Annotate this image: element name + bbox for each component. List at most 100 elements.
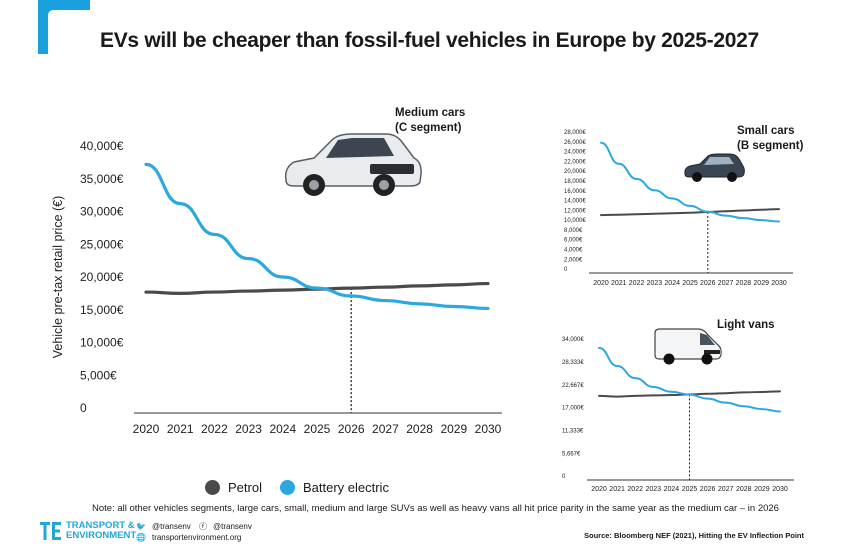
bev-series-line: [144, 162, 490, 311]
medium-cars-label: Medium cars (C segment): [395, 106, 465, 136]
x-tick-label: 2030: [475, 422, 502, 436]
y-axis-title: Vehicle pre-tax retail price (€): [51, 196, 65, 359]
car-icon: [684, 153, 745, 182]
x-tick-label: 2027: [372, 422, 399, 436]
medium-cars-label-line1: Medium cars: [395, 107, 466, 119]
x-tick-label: 2029: [754, 486, 770, 493]
car-icon: [284, 133, 422, 196]
brand-accent-shape: [38, 0, 90, 54]
x-tick-label: 2030: [771, 280, 787, 287]
footnote: Note: all other vehicles segments, large…: [92, 503, 779, 514]
x-tick-label: 2026: [700, 486, 716, 493]
x-tick-label: 2027: [718, 280, 734, 287]
y-tick-label: 5,667€: [562, 451, 581, 457]
small-cars-label: Small cars (B segment): [737, 124, 803, 154]
bev-series-line: [600, 141, 780, 223]
x-tick-label: 2025: [682, 280, 698, 287]
y-tick-label: 25,000€: [80, 237, 124, 251]
x-tick-label: 2024: [664, 280, 680, 287]
website-link[interactable]: transportenvironment.org: [151, 533, 242, 542]
x-tick-label: 2028: [406, 422, 433, 436]
x-tick-label: 2027: [718, 486, 734, 493]
x-tick-label: 2020: [591, 486, 607, 493]
x-tick-label: 2023: [647, 280, 663, 287]
source-credit: Source: Bloomberg NEF (2021), Hitting th…: [584, 531, 805, 540]
x-tick-label: 2024: [664, 486, 680, 493]
y-tick-label: 22,667€: [562, 383, 584, 389]
brand-logo: TRANSPORT & ENVIRONMENT: [40, 521, 136, 541]
x-tick-label: 2023: [646, 486, 662, 493]
y-tick-label: 17,000€: [562, 406, 584, 412]
x-tick-label: 2021: [609, 486, 625, 493]
y-tick-label: 18,000€: [564, 179, 586, 185]
x-tick-label: 2028: [736, 280, 752, 287]
x-tick-label: 2026: [700, 280, 716, 287]
x-tick-label: 2022: [627, 486, 643, 493]
x-tick-label: 2025: [304, 422, 331, 436]
y-tick-label: 16,000€: [564, 189, 586, 195]
x-tick-label: 2022: [201, 422, 228, 436]
legend-petrol-label: Petrol: [228, 480, 262, 495]
x-tick-label: 2025: [682, 486, 698, 493]
x-tick-label: 2021: [167, 422, 194, 436]
x-tick-label: 2020: [133, 422, 160, 436]
y-tick-label: 20,000€: [564, 169, 586, 175]
y-tick-label: 0: [80, 401, 87, 415]
legend-petrol-swatch: [205, 480, 220, 495]
y-tick-label: 0: [562, 474, 566, 480]
facebook-handle[interactable]: @transenv: [213, 522, 252, 531]
x-tick-label: 2029: [440, 422, 467, 436]
y-tick-label: 40,000€: [80, 139, 124, 153]
x-tick-label: 2020: [593, 280, 609, 287]
chart-legend: Petrol Battery electric: [205, 480, 389, 495]
x-tick-label: 2026: [338, 422, 365, 436]
x-tick-label: 2022: [629, 280, 645, 287]
bev-series-line: [598, 346, 781, 413]
y-tick-label: 30,000€: [80, 205, 124, 219]
twitter-icon: 🐦: [136, 522, 146, 531]
twitter-handle[interactable]: @transenv: [151, 522, 191, 531]
x-tick-label: 2030: [772, 486, 788, 493]
y-tick-label: 35,000€: [80, 172, 124, 186]
logo-line1: TRANSPORT &: [66, 520, 135, 531]
y-tick-label: 14,000€: [564, 199, 586, 205]
y-tick-label: 10,000€: [80, 336, 124, 350]
x-tick-label: 2024: [269, 422, 296, 436]
social-handles: 🐦 @transenv ⓕ @transenv 🌐 transportenvironm…: [136, 521, 258, 543]
globe-icon: 🌐: [136, 533, 146, 542]
x-tick-label: 2028: [736, 486, 752, 493]
y-tick-label: 26,000€: [564, 140, 586, 146]
te-logo-icon: [40, 522, 61, 540]
y-tick-label: 5,000€: [80, 368, 117, 382]
y-tick-label: 28,000€: [564, 130, 586, 136]
x-tick-label: 2023: [235, 422, 262, 436]
y-tick-label: 11,333€: [562, 428, 584, 434]
y-tick-label: 12,000€: [564, 208, 586, 214]
legend-bev-label: Battery electric: [302, 480, 389, 495]
y-tick-label: 8,000€: [564, 228, 583, 234]
legend-bev-swatch: [279, 480, 295, 495]
van-icon: [654, 328, 722, 365]
medium-cars-label-line2: (C segment): [395, 122, 462, 134]
y-tick-label: 24,000€: [564, 150, 586, 156]
y-tick-label: 15,000€: [80, 303, 124, 317]
y-tick-label: 4,000€: [564, 248, 583, 254]
facebook-icon: ⓕ: [199, 522, 208, 531]
y-tick-label: 6,000€: [564, 238, 583, 244]
y-tick-label: 0: [564, 267, 568, 273]
x-tick-label: 2021: [611, 280, 627, 287]
y-tick-label: 2,000€: [564, 257, 583, 263]
page-title: EVs will be cheaper than fossil-fuel veh…: [100, 29, 759, 52]
light-vans-label-line1: Light vans: [717, 319, 775, 331]
light-vans-label: Light vans: [717, 318, 775, 333]
y-tick-label: 20,000€: [80, 270, 124, 284]
y-tick-label: 22,000€: [564, 159, 586, 165]
logo-line2: ENVIRONMENT: [66, 530, 137, 541]
small-cars-label-line1: Small cars: [737, 125, 795, 137]
y-tick-label: 34,000€: [562, 337, 584, 343]
x-tick-label: 2029: [753, 280, 769, 287]
petrol-series-line: [600, 208, 780, 217]
y-tick-label: 10,000€: [564, 218, 586, 224]
y-tick-label: 28,333€: [562, 360, 584, 366]
